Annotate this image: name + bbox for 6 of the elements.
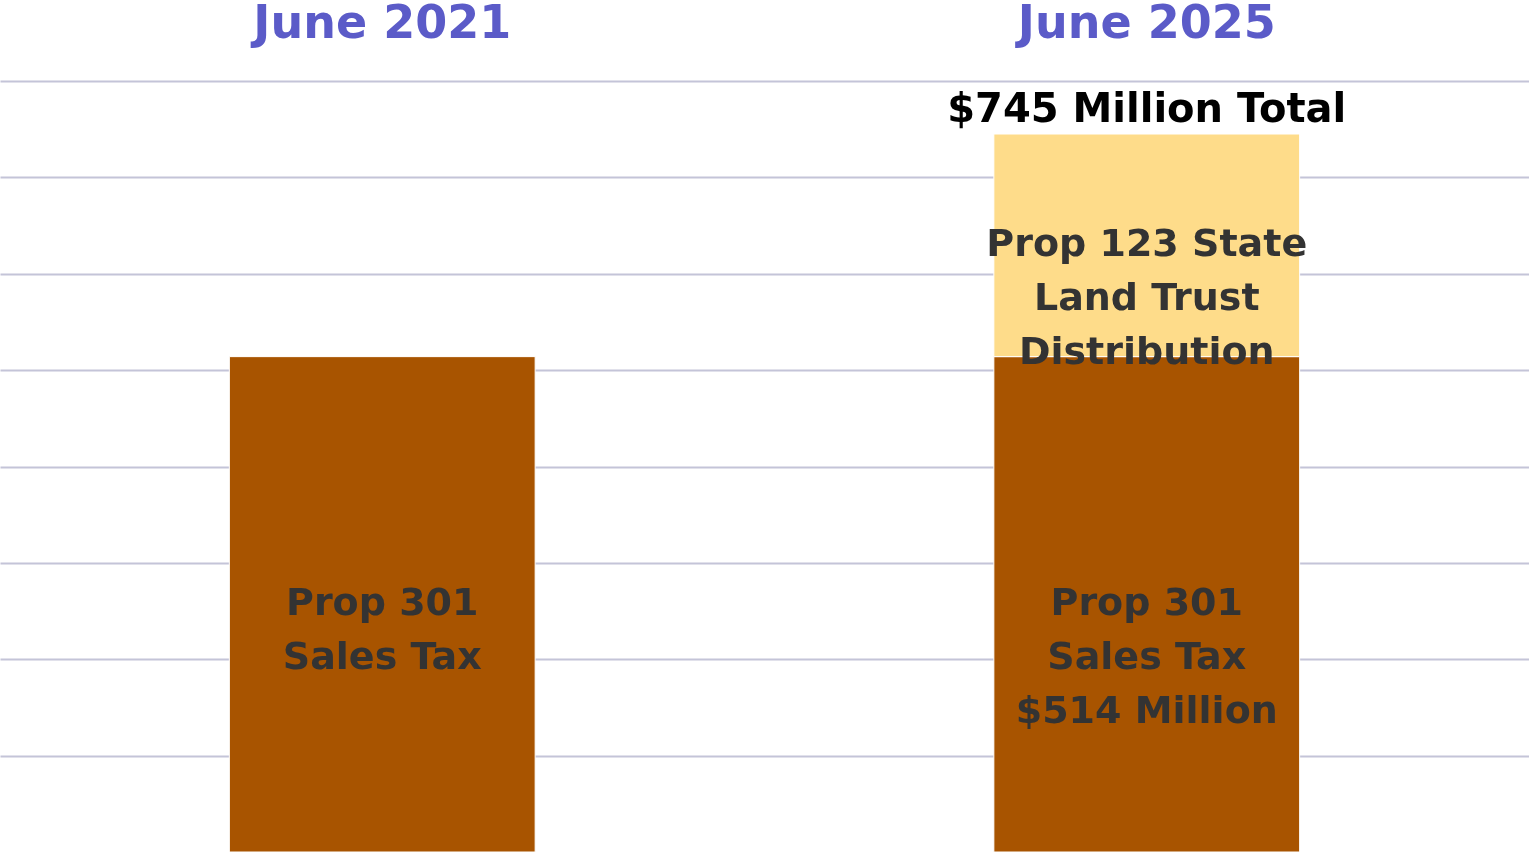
text: Prop 301 Sales Tax bbox=[282, 580, 482, 679]
x-tick-label: June 2021 bbox=[250, 0, 512, 49]
x-tick-label: June 2025 bbox=[1014, 0, 1276, 49]
series-label: Prop 301 Sales Tax bbox=[1047, 580, 1247, 679]
total-label: $745 Million Total bbox=[947, 85, 1347, 132]
data-label: $514 Million bbox=[1015, 688, 1278, 733]
